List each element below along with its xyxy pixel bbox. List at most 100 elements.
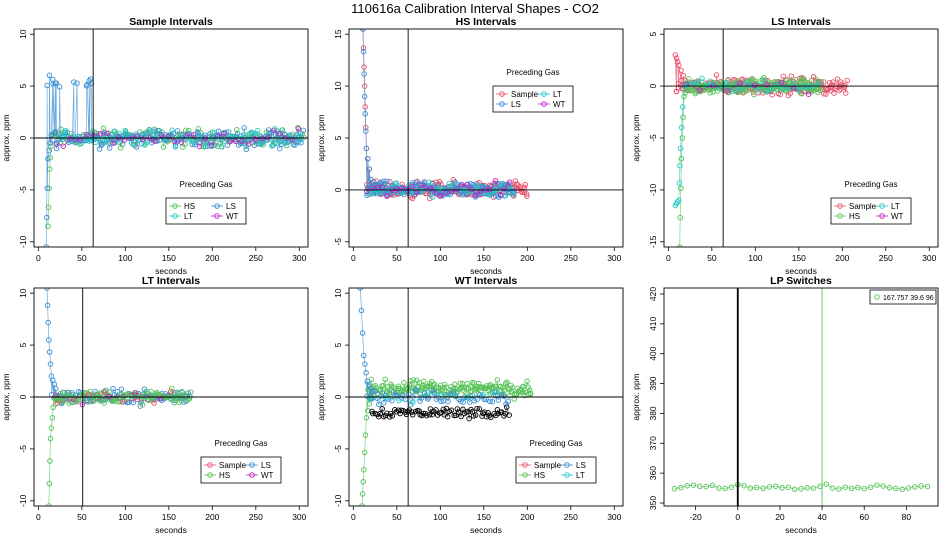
y-axis-label: approx. ppm [316,373,326,420]
data-point [905,485,912,491]
data-point [751,91,757,98]
data-point [779,485,785,491]
series-hs [46,385,194,506]
data-point [52,128,59,135]
data-point [497,384,503,390]
data-point [686,76,692,82]
y-tick-label: 5 [333,342,343,347]
data-point [110,385,116,392]
plot-frame [663,287,939,507]
data-point [409,409,415,415]
x-tick-label: 250 [564,512,578,522]
y-tick-label: 370 [648,436,658,450]
data-point [426,179,432,186]
data-point [361,93,368,100]
data-point [106,145,113,151]
legend-swatch [564,462,570,468]
data-point [438,398,444,405]
series-lt [54,126,304,150]
data-point [410,377,417,383]
legend-swatch [499,101,505,107]
data-point [709,482,716,489]
y-tick-label: 0 [333,187,343,192]
data-point [428,185,435,192]
data-point [56,84,63,90]
data-point [208,142,215,148]
data-point [426,412,433,418]
data-point [677,145,684,152]
legend-entry: WT [553,100,566,109]
data-point [224,142,231,148]
data-point [112,398,118,405]
data-point [191,140,198,146]
legend-swatch [874,294,880,300]
data-point [389,397,395,404]
y-tick-label: 5 [18,83,28,88]
data-point [146,126,153,133]
data-point [377,410,383,417]
data-point [87,388,94,395]
data-point [810,87,817,94]
data-point [736,87,742,94]
data-point [115,134,122,141]
data-point [472,386,479,393]
data-point [454,186,460,192]
data-point [505,398,512,404]
legend-box [165,197,247,225]
data-point [295,126,302,132]
data-point [487,398,493,405]
y-tick-label: -5 [333,445,343,453]
data-point [386,414,393,420]
x-tick-label: 40 [817,512,827,522]
data-point [252,136,258,142]
data-point [780,73,787,80]
data-point [168,385,175,392]
plot-frame [33,287,309,507]
data-point [178,139,185,145]
data-point [47,361,54,367]
legend-entry: 167.757 39.6 96 [883,295,934,302]
data-layer [360,29,530,202]
data-point [44,82,50,89]
data-point [363,370,369,376]
data-point [216,135,222,142]
chart-title: HS Intervals [456,16,517,28]
data-point [444,191,450,198]
data-point [492,178,499,184]
y-tick-label: 10 [18,29,28,39]
legend-entry: LS [226,202,236,211]
data-point [418,182,424,188]
data-point [707,90,713,96]
data-point [269,143,275,149]
data-point [830,79,836,85]
data-point [241,132,247,138]
data-point [485,410,491,416]
data-point [510,193,517,199]
data-point [697,483,703,490]
data-point [678,156,685,162]
plot-frame [663,28,939,248]
data-point [97,131,104,137]
data-point [47,435,54,442]
legend-entry: HS [219,471,230,480]
legend-entry: LT [576,471,585,480]
legend: 167.757 39.6 96 [869,289,937,305]
data-point [855,484,861,491]
x-tick-label: 20 [775,512,785,522]
data-layer [43,72,307,247]
series-line [362,29,528,199]
y-tick-label: 350 [648,496,658,510]
y-tick-label: -15 [648,235,658,248]
data-point [409,412,416,418]
series-wt [53,126,302,150]
x-tick-label: 300 [607,253,621,263]
data-point [480,410,486,416]
data-point [53,80,59,86]
data-point [429,387,435,394]
x-axis-label: seconds [470,266,502,276]
data-point [678,67,684,74]
data-point [722,485,728,492]
data-point [823,86,829,92]
x-tick-label: 300 [922,253,936,263]
